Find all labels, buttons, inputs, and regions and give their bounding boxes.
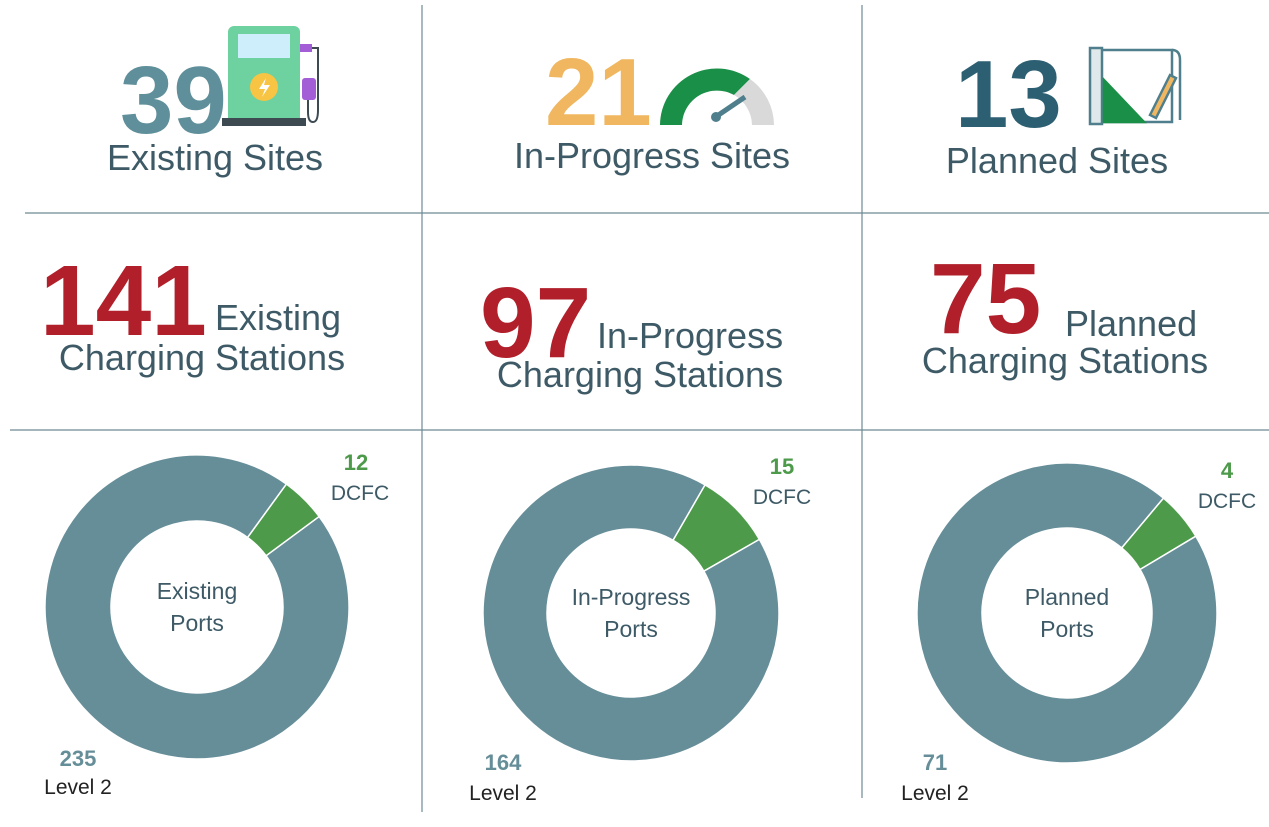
value-label: 12 <box>344 450 368 475</box>
station-label: Charging Stations <box>59 337 345 378</box>
kpi-value: 39 <box>120 47 227 154</box>
category-label: Level 2 <box>44 776 112 799</box>
station-label: Existing <box>215 297 341 338</box>
pump-icon <box>222 26 319 126</box>
kpi-value: 21 <box>545 39 652 146</box>
category-label: Level 2 <box>469 782 537 805</box>
plan-icon <box>1088 46 1182 126</box>
donut-slice <box>44 454 350 760</box>
station-label: Planned <box>1065 303 1197 344</box>
value-label: 15 <box>770 454 794 479</box>
station-label: Charging Stations <box>922 340 1208 381</box>
kpi-label: In-Progress Sites <box>514 135 790 176</box>
station-value: 141 <box>40 245 207 357</box>
value-label: 164 <box>485 750 522 775</box>
center-label: Existing <box>157 578 238 604</box>
station-label: Charging Stations <box>497 354 783 395</box>
station-label: In-Progress <box>597 315 783 356</box>
value-label: 4 <box>1221 458 1234 483</box>
center-label: Ports <box>170 610 224 636</box>
category-label: DCFC <box>331 482 389 505</box>
value-label: 235 <box>60 746 97 771</box>
donut-slice <box>916 462 1218 764</box>
kpi-label: Existing Sites <box>107 137 323 178</box>
donut-slice <box>482 464 780 762</box>
gauge-icon <box>660 68 774 125</box>
center-label: In-Progress <box>572 584 691 610</box>
category-label: DCFC <box>1198 490 1256 513</box>
center-label: Ports <box>604 616 658 642</box>
center-label: Ports <box>1040 616 1094 642</box>
category-label: DCFC <box>753 486 811 509</box>
kpi-value: 13 <box>955 41 1062 148</box>
value-label: 71 <box>923 750 947 775</box>
center-label: Planned <box>1025 584 1109 610</box>
station-value: 97 <box>480 267 591 379</box>
station-value: 75 <box>930 243 1041 355</box>
category-label: Level 2 <box>901 782 969 805</box>
kpi-label: Planned Sites <box>946 140 1168 181</box>
